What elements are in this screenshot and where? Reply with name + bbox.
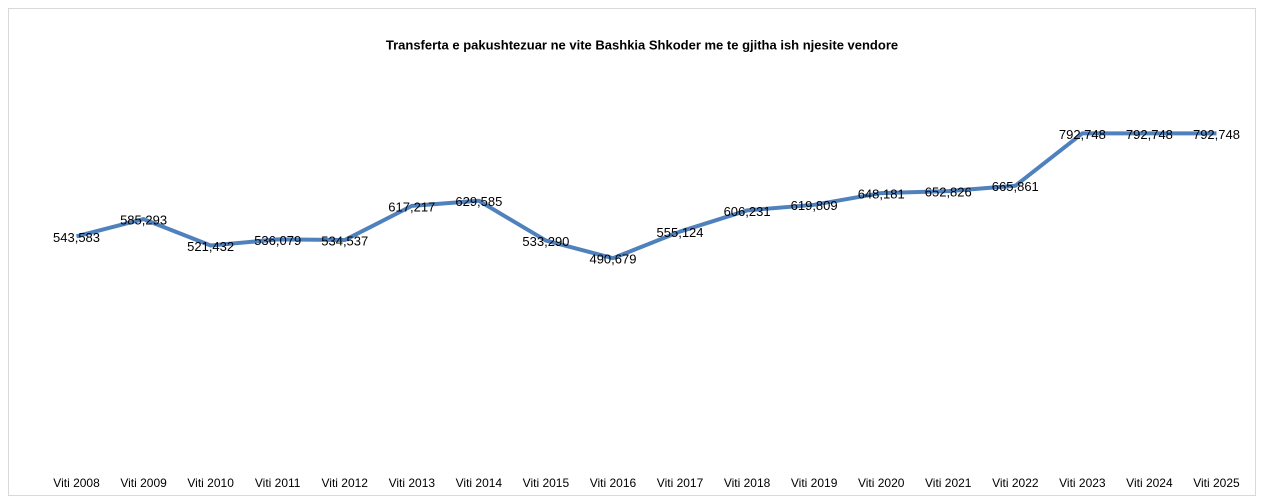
data-label: 533,290: [522, 234, 569, 249]
data-label: 606,231: [724, 204, 771, 219]
x-tick-label: Viti 2018: [724, 476, 771, 490]
x-tick-label: Viti 2025: [1193, 476, 1240, 490]
x-tick-label: Viti 2009: [120, 476, 167, 490]
data-label: 792,748: [1059, 127, 1106, 142]
x-tick-label: Viti 2016: [590, 476, 637, 490]
data-label: 490,679: [589, 252, 636, 267]
x-tick-label: Viti 2010: [187, 476, 234, 490]
x-tick-label: Viti 2017: [657, 476, 704, 490]
data-label: 585,293: [120, 213, 167, 228]
x-tick-label: Viti 2011: [255, 476, 301, 490]
data-label: 792,748: [1193, 127, 1240, 142]
x-tick-label: Viti 2022: [992, 476, 1039, 490]
data-label: 648,181: [858, 187, 905, 202]
x-tick-label: Viti 2014: [456, 476, 503, 490]
data-label: 619,809: [791, 198, 838, 213]
data-label: 792,748: [1126, 127, 1173, 142]
data-label: 617,217: [388, 199, 435, 214]
data-line: [76, 131, 1217, 261]
x-tick-label: Viti 2015: [523, 476, 570, 490]
data-label: 521,432: [187, 239, 234, 254]
data-label: 652,826: [925, 185, 972, 200]
x-tick-label: Viti 2013: [389, 476, 436, 490]
x-tick-label: Viti 2020: [858, 476, 905, 490]
x-tick-label: Viti 2024: [1126, 476, 1173, 490]
data-label: 665,861: [992, 179, 1039, 194]
x-tick-label: Viti 2008: [53, 476, 100, 490]
x-tick-label: Viti 2019: [791, 476, 838, 490]
x-tick-label: Viti 2023: [1059, 476, 1106, 490]
data-label: 536,079: [254, 233, 301, 248]
data-label: 555,124: [657, 225, 704, 240]
data-label: 629,585: [455, 194, 502, 209]
x-tick-label: Viti 2021: [925, 476, 972, 490]
x-tick-label: Viti 2012: [322, 476, 369, 490]
data-label: 534,537: [321, 233, 368, 248]
data-label: 543,583: [53, 230, 100, 245]
chart-title: Transferta e pakushtezuar ne vite Bashki…: [386, 37, 898, 52]
